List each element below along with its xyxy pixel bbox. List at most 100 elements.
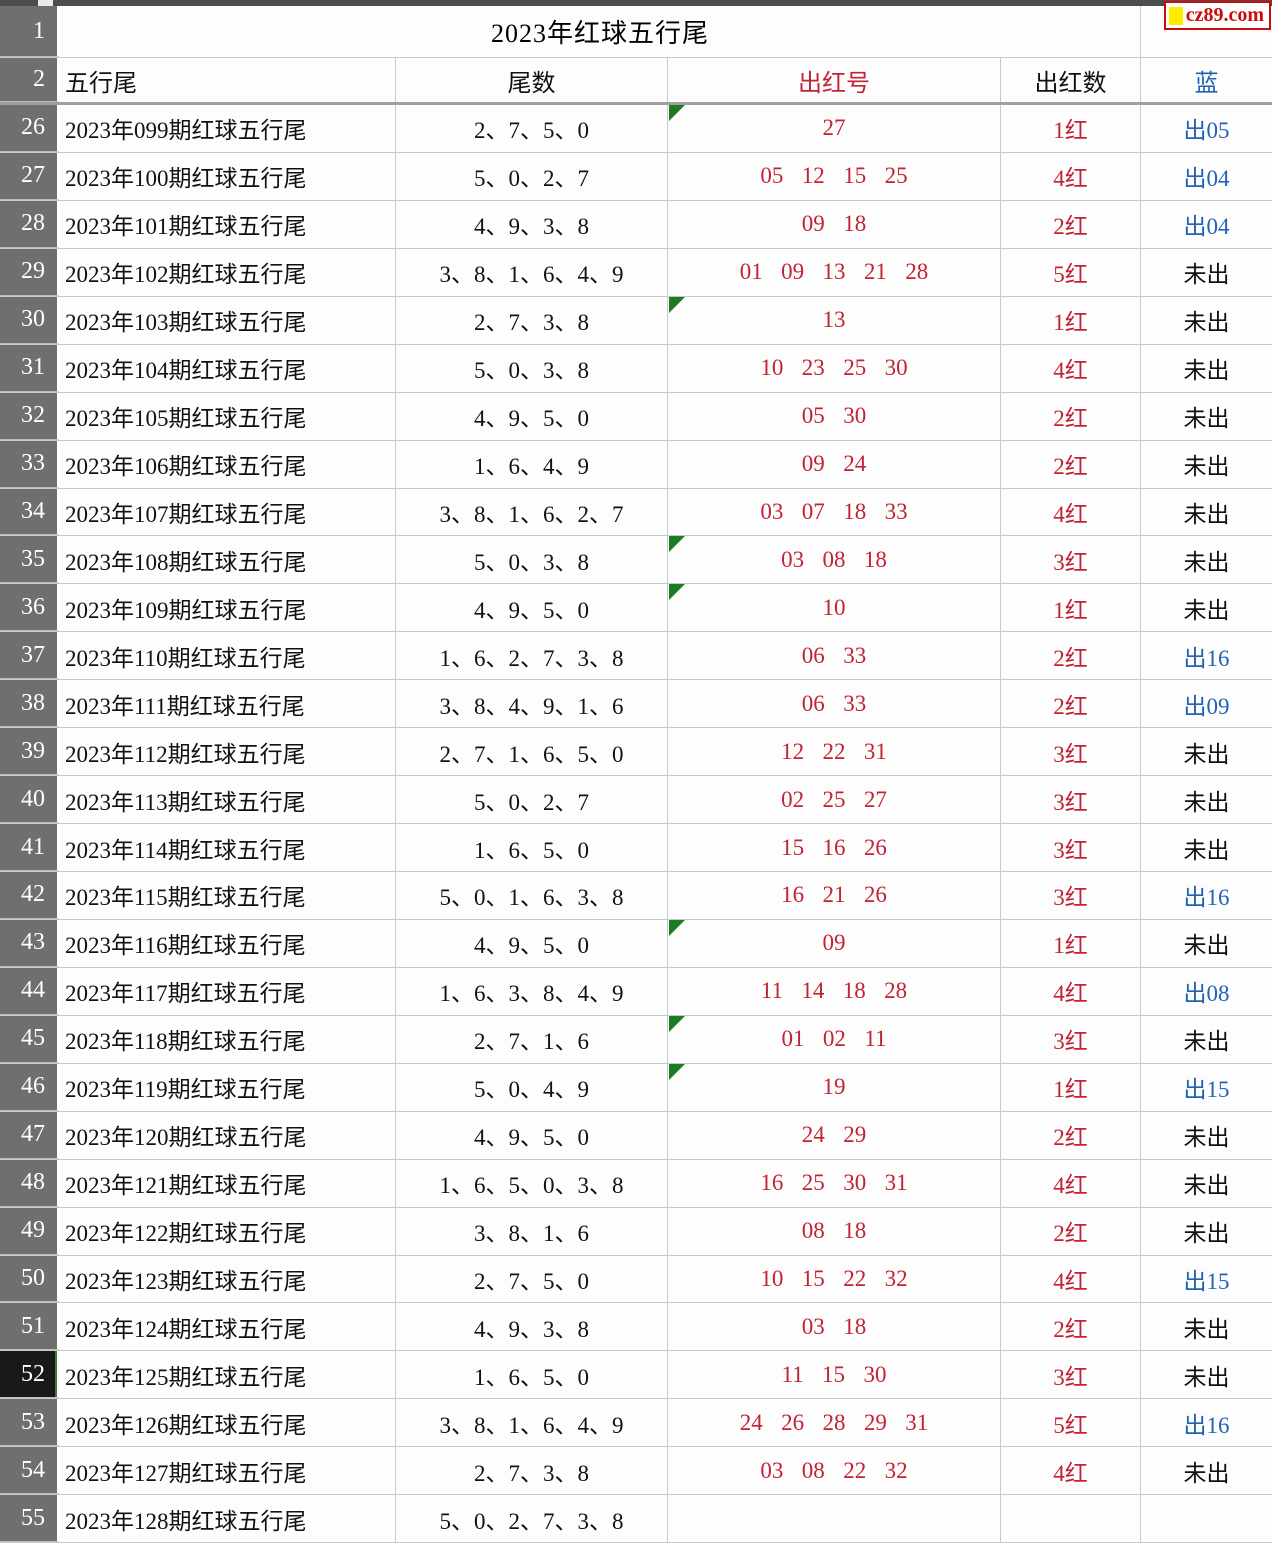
cell-blue[interactable]: 未出 xyxy=(1141,1351,1272,1399)
cell-blue[interactable]: 未出 xyxy=(1141,1207,1272,1255)
cell-period[interactable]: 2023年120期红球五行尾 xyxy=(60,1111,396,1159)
cell-red-numbers[interactable]: 13 xyxy=(668,296,1001,344)
cell-tails[interactable]: 4、9、5、0 xyxy=(396,919,668,967)
cell-red-count[interactable]: 1红 xyxy=(1001,584,1141,632)
cell-tails[interactable]: 5、0、1、6、3、8 xyxy=(396,872,668,919)
cell-red-numbers[interactable]: 10 xyxy=(668,584,1001,632)
cell-tails[interactable]: 5、0、2、7 xyxy=(396,776,668,824)
row-number[interactable]: 34 xyxy=(0,488,60,536)
cell-red-count[interactable]: 2红 xyxy=(1001,1111,1141,1159)
row-number[interactable]: 54 xyxy=(0,1447,60,1495)
cell-red-numbers[interactable]: 06 33 xyxy=(668,680,1001,728)
row-number[interactable]: 35 xyxy=(0,536,60,584)
cell-blue[interactable]: 未出 xyxy=(1141,392,1272,440)
cell-tails[interactable]: 2、7、3、8 xyxy=(396,296,668,344)
cell-red-count[interactable]: 3红 xyxy=(1001,1351,1141,1399)
cell-tails[interactable]: 3、8、1、6、4、9 xyxy=(396,1399,668,1447)
cell-red-count[interactable]: 2红 xyxy=(1001,200,1141,248)
cell-red-numbers[interactable]: 05 12 15 25 xyxy=(668,152,1001,200)
cell-period[interactable]: 2023年121期红球五行尾 xyxy=(60,1159,396,1207)
row-number[interactable]: 40 xyxy=(0,776,60,824)
cell-blue[interactable] xyxy=(1141,1495,1272,1543)
row-number[interactable]: 43 xyxy=(0,919,60,967)
cell-period[interactable]: 2023年115期红球五行尾 xyxy=(60,872,396,919)
cell-period[interactable]: 2023年127期红球五行尾 xyxy=(60,1447,396,1495)
cell-red-count[interactable]: 5红 xyxy=(1001,248,1141,296)
row-number[interactable]: 36 xyxy=(0,584,60,632)
row-number[interactable]: 30 xyxy=(0,296,60,344)
row-number[interactable]: 27 xyxy=(0,152,60,200)
row-number[interactable]: 37 xyxy=(0,632,60,680)
row-number[interactable]: 39 xyxy=(0,728,60,776)
cell-red-numbers[interactable] xyxy=(668,1495,1001,1543)
cell-period[interactable]: 2023年114期红球五行尾 xyxy=(60,824,396,871)
cell-red-count[interactable]: 1红 xyxy=(1001,105,1141,152)
row-number[interactable]: 32 xyxy=(0,392,60,440)
cell-period[interactable]: 2023年128期红球五行尾 xyxy=(60,1495,396,1543)
cell-red-numbers[interactable]: 09 xyxy=(668,919,1001,967)
cell-red-count[interactable]: 4红 xyxy=(1001,152,1141,200)
cell-tails[interactable]: 5、0、2、7、3、8 xyxy=(396,1495,668,1543)
row-number[interactable]: 42 xyxy=(0,872,60,919)
row-number[interactable]: 55 xyxy=(0,1495,60,1543)
cell-red-count[interactable]: 2红 xyxy=(1001,440,1141,488)
cell-red-numbers[interactable]: 19 xyxy=(668,1063,1001,1111)
cell-blue[interactable]: 未出 xyxy=(1141,728,1272,776)
cell-tails[interactable]: 1、6、2、7、3、8 xyxy=(396,632,668,680)
cell-period[interactable]: 2023年116期红球五行尾 xyxy=(60,919,396,967)
cell-red-numbers[interactable]: 16 21 26 xyxy=(668,872,1001,919)
row-number[interactable]: 1 xyxy=(0,6,60,57)
cell-blue[interactable]: 出04 xyxy=(1141,152,1272,200)
cell-red-count[interactable]: 3红 xyxy=(1001,728,1141,776)
cell-red-count[interactable]: 2红 xyxy=(1001,680,1141,728)
cell-red-numbers[interactable]: 10 15 22 32 xyxy=(668,1255,1001,1303)
cell-red-numbers[interactable]: 15 16 26 xyxy=(668,824,1001,871)
cell-red-numbers[interactable]: 05 30 xyxy=(668,392,1001,440)
cell-red-count[interactable] xyxy=(1001,1495,1141,1543)
cell-red-numbers[interactable]: 16 25 30 31 xyxy=(668,1159,1001,1207)
cell-red-count[interactable]: 4红 xyxy=(1001,1447,1141,1495)
row-number[interactable]: 52 xyxy=(0,1351,60,1399)
row-number[interactable]: 26 xyxy=(0,105,60,152)
cell-tails[interactable]: 1、6、5、0 xyxy=(396,1351,668,1399)
row-number[interactable]: 45 xyxy=(0,1015,60,1063)
cell-blue[interactable]: 出09 xyxy=(1141,680,1272,728)
cell-blue[interactable]: 出08 xyxy=(1141,967,1272,1015)
col-header-weishu[interactable]: 尾数 xyxy=(396,58,668,102)
cell-blue[interactable]: 未出 xyxy=(1141,488,1272,536)
cell-tails[interactable]: 4、9、3、8 xyxy=(396,1303,668,1351)
cell-blue[interactable]: 未出 xyxy=(1141,1303,1272,1351)
row-number[interactable]: 29 xyxy=(0,248,60,296)
cell-tails[interactable]: 3、8、1、6、2、7 xyxy=(396,488,668,536)
row-number[interactable]: 33 xyxy=(0,440,60,488)
row-number[interactable]: 44 xyxy=(0,967,60,1015)
cell-period[interactable]: 2023年108期红球五行尾 xyxy=(60,536,396,584)
cell-period[interactable]: 2023年112期红球五行尾 xyxy=(60,728,396,776)
cell-blue[interactable]: 未出 xyxy=(1141,1159,1272,1207)
cell-blue[interactable]: 未出 xyxy=(1141,536,1272,584)
cell-period[interactable]: 2023年125期红球五行尾 xyxy=(60,1351,396,1399)
cell-tails[interactable]: 3、8、1、6 xyxy=(396,1207,668,1255)
cell-red-numbers[interactable]: 10 23 25 30 xyxy=(668,344,1001,392)
cell-period[interactable]: 2023年124期红球五行尾 xyxy=(60,1303,396,1351)
row-number[interactable]: 41 xyxy=(0,824,60,871)
cell-red-count[interactable]: 4红 xyxy=(1001,1159,1141,1207)
cell-red-numbers[interactable]: 27 xyxy=(668,105,1001,152)
cell-blue[interactable]: 出16 xyxy=(1141,872,1272,919)
cell-red-count[interactable]: 2红 xyxy=(1001,632,1141,680)
row-number[interactable]: 31 xyxy=(0,344,60,392)
cell-blue[interactable]: 未出 xyxy=(1141,296,1272,344)
row-number[interactable]: 2 xyxy=(0,58,60,102)
cell-red-count[interactable]: 3红 xyxy=(1001,536,1141,584)
cell-tails[interactable]: 3、8、1、6、4、9 xyxy=(396,248,668,296)
cell-tails[interactable]: 5、0、3、8 xyxy=(396,344,668,392)
cell-period[interactable]: 2023年123期红球五行尾 xyxy=(60,1255,396,1303)
cell-red-count[interactable]: 2红 xyxy=(1001,392,1141,440)
cell-blue[interactable]: 未出 xyxy=(1141,824,1272,871)
cell-red-count[interactable]: 1红 xyxy=(1001,296,1141,344)
cell-red-numbers[interactable]: 06 33 xyxy=(668,632,1001,680)
cell-red-count[interactable]: 3红 xyxy=(1001,776,1141,824)
cell-tails[interactable]: 5、0、2、7 xyxy=(396,152,668,200)
cell-period[interactable]: 2023年109期红球五行尾 xyxy=(60,584,396,632)
cell-red-numbers[interactable]: 03 08 22 32 xyxy=(668,1447,1001,1495)
